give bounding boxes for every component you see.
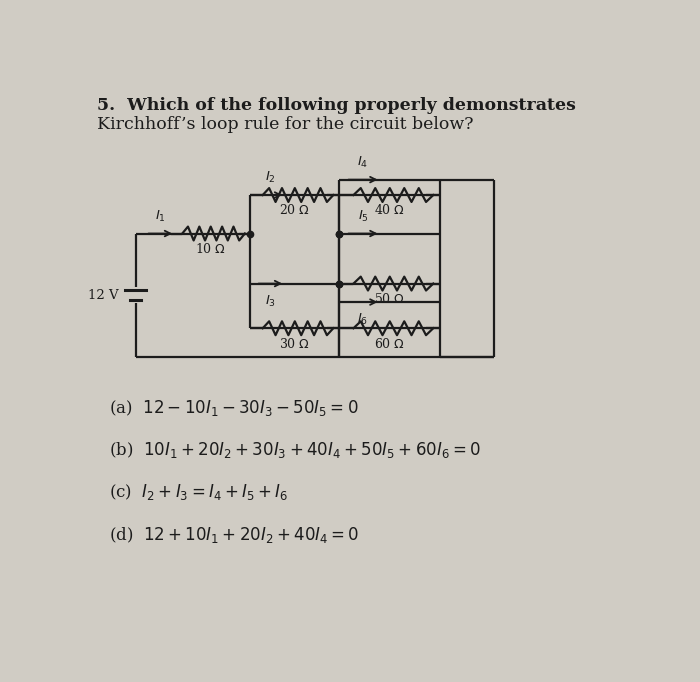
Text: 12 V: 12 V (88, 288, 118, 301)
Text: 30 $\Omega$: 30 $\Omega$ (279, 337, 310, 351)
Text: $I_4$: $I_4$ (358, 155, 369, 170)
Text: 20 $\Omega$: 20 $\Omega$ (279, 203, 310, 218)
Text: $I_6$: $I_6$ (358, 312, 369, 327)
Text: (d)  $12 + 10I_1 + 20I_2 + 40I_4 = 0$: (d) $12 + 10I_1 + 20I_2 + 40I_4 = 0$ (109, 524, 360, 545)
Text: (c)  $I_2 + I_3 = I_4 + I_5 + I_6$: (c) $I_2 + I_3 = I_4 + I_5 + I_6$ (109, 482, 288, 502)
Text: $I_1$: $I_1$ (155, 209, 166, 224)
Text: 10 $\Omega$: 10 $\Omega$ (195, 242, 226, 256)
Text: 50 $\Omega$: 50 $\Omega$ (374, 292, 405, 306)
Text: Kirchhoff’s loop rule for the circuit below?: Kirchhoff’s loop rule for the circuit be… (97, 117, 473, 134)
Text: $I_2$: $I_2$ (265, 170, 276, 185)
Text: (b)  $10I_1 + 20I_2 + 30I_3 + 40I_4 + 50I_5 + 60I_6 = 0$: (b) $10I_1 + 20I_2 + 30I_3 + 40I_4 + 50I… (109, 440, 481, 460)
Text: (a)  $12 - 10I_1 - 30I_3 - 50I_5 = 0$: (a) $12 - 10I_1 - 30I_3 - 50I_5 = 0$ (109, 398, 359, 417)
Text: $I_3$: $I_3$ (265, 293, 276, 309)
Text: 5.  Which of the following properly demonstrates: 5. Which of the following properly demon… (97, 98, 575, 115)
Text: 60 $\Omega$: 60 $\Omega$ (374, 337, 405, 351)
Text: $I_5$: $I_5$ (358, 209, 368, 224)
Text: 40 $\Omega$: 40 $\Omega$ (374, 203, 405, 218)
